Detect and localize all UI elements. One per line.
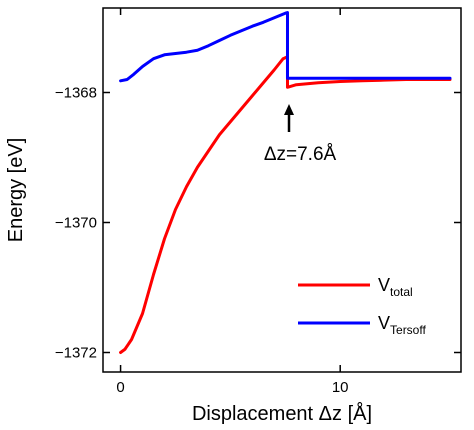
legend-label-total: Vtotal bbox=[378, 275, 413, 299]
y-tick-label: −1368 bbox=[55, 85, 97, 102]
y-tick-label: −1372 bbox=[55, 345, 97, 362]
annotation-label: Δz=7.6Å bbox=[264, 144, 337, 165]
legend-label-total-main: V bbox=[378, 275, 390, 295]
legend-label-tersoff: VTersoff bbox=[378, 313, 426, 337]
series-line-total bbox=[119, 55, 452, 354]
legend: Vtotal VTersoff bbox=[298, 275, 426, 337]
y-tick-label: −1370 bbox=[55, 215, 97, 232]
legend-label-tersoff-sub: Tersoff bbox=[390, 323, 426, 337]
axis-ticks: 0 10 −1368 −1370 −1372 bbox=[55, 8, 461, 396]
annotation-arrow-head bbox=[284, 104, 294, 115]
x-axis-title: Displacement Δz [Å] bbox=[192, 402, 372, 425]
legend-label-tersoff-main: V bbox=[378, 313, 390, 333]
x-tick-label: 10 bbox=[332, 379, 349, 396]
series-layer bbox=[119, 11, 452, 354]
annotation: Δz=7.6Å bbox=[264, 104, 337, 165]
legend-label-total-sub: total bbox=[390, 285, 413, 299]
plot-frame bbox=[102, 7, 462, 373]
y-axis-title: Energy [eV] bbox=[5, 138, 27, 243]
series-line-tersoff bbox=[119, 11, 452, 83]
x-tick-label: 0 bbox=[116, 379, 124, 396]
